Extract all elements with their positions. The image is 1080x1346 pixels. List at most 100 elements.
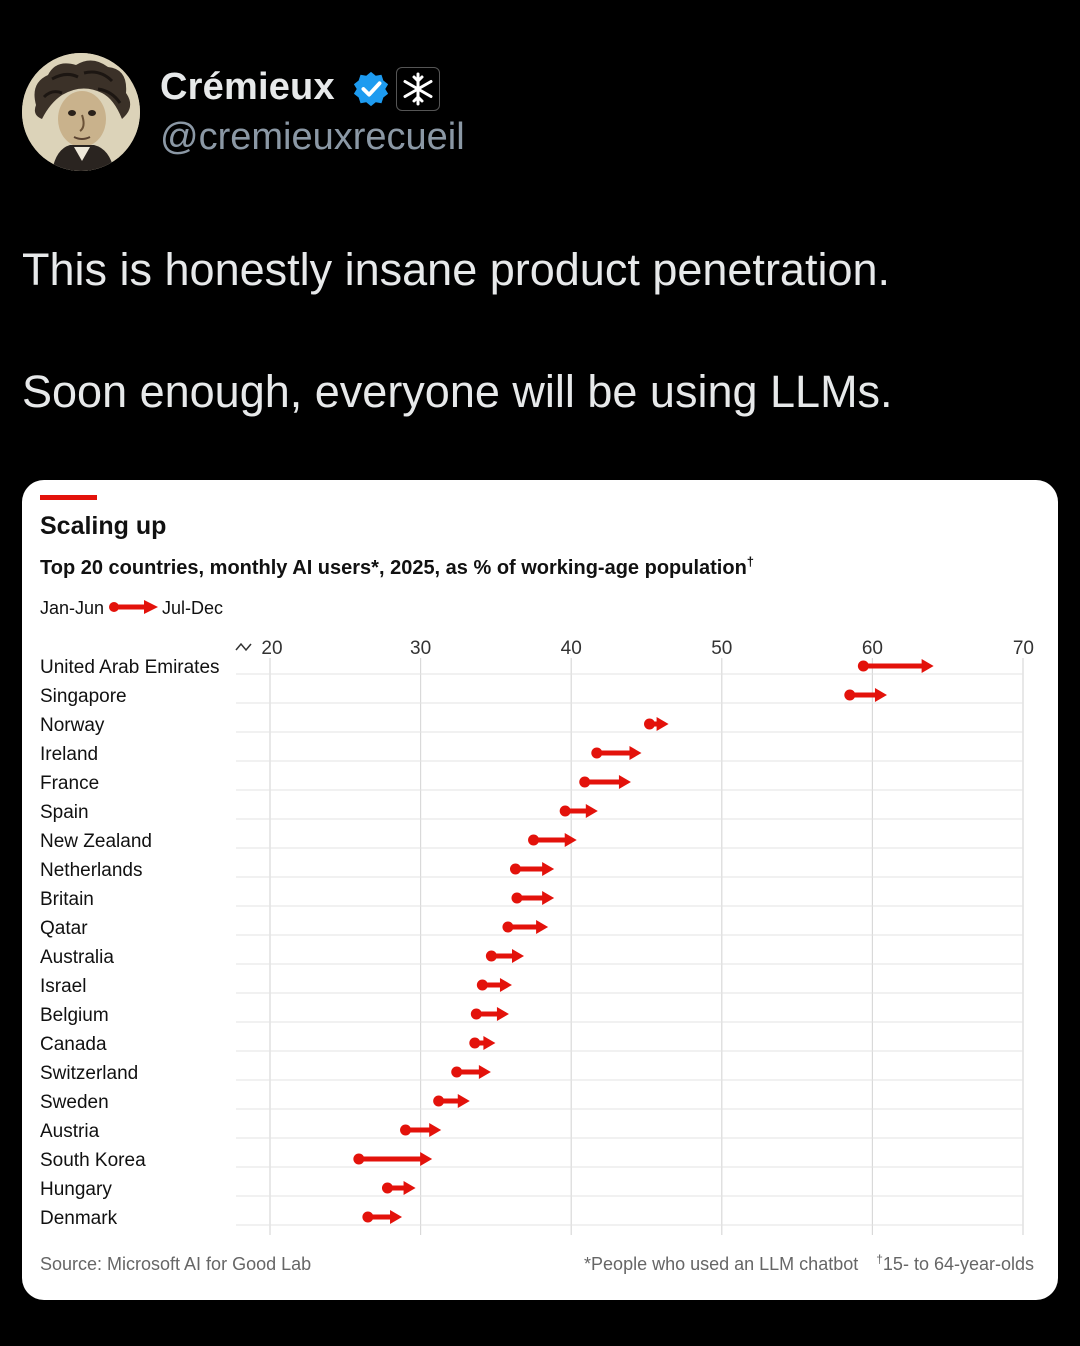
start-point	[433, 1095, 445, 1107]
category-label: Denmark	[40, 1208, 118, 1229]
arrow-head	[921, 659, 934, 673]
category-label: Austria	[40, 1121, 100, 1142]
country-arrow	[476, 978, 512, 992]
arrow-head	[629, 746, 642, 760]
category-label: France	[40, 773, 99, 794]
start-point	[381, 1182, 393, 1194]
country-arrow	[502, 920, 549, 934]
category-label: Sweden	[40, 1092, 109, 1113]
country-arrow	[381, 1181, 416, 1195]
arrow-head	[478, 1065, 491, 1079]
country-arrow	[485, 949, 525, 963]
country-arrow	[353, 1152, 433, 1166]
x-tick-label: 70	[1013, 638, 1034, 659]
start-point	[469, 1037, 481, 1049]
category-label: United Arab Emirates	[40, 657, 220, 678]
arrow-head	[564, 833, 577, 847]
start-point	[579, 776, 591, 788]
category-label: Australia	[40, 947, 114, 968]
legend-from-label: Jan-Jun	[40, 598, 104, 618]
category-label: Norway	[40, 715, 105, 736]
legend-arrow-icon	[109, 600, 158, 614]
legend-to-label: Jul-Dec	[162, 598, 223, 618]
snowflake-affiliate-icon[interactable]	[396, 67, 440, 111]
start-point	[511, 892, 523, 904]
category-label: New Zealand	[40, 831, 152, 852]
arrow-head	[390, 1210, 403, 1224]
x-tick-label: 20	[261, 638, 282, 659]
category-label: Singapore	[40, 686, 127, 707]
arrow-head	[512, 949, 525, 963]
tweet-text-line-2: Soon enough, everyone will be using LLMs…	[22, 366, 893, 417]
start-point	[528, 834, 540, 846]
category-label: South Korea	[40, 1150, 146, 1171]
country-arrow	[469, 1036, 496, 1050]
x-tick-label: 50	[711, 638, 732, 659]
arrow-head	[536, 920, 549, 934]
start-point	[400, 1124, 412, 1136]
arrow-head	[542, 891, 555, 905]
category-label: Ireland	[40, 744, 98, 765]
country-arrow	[451, 1065, 491, 1079]
chart-title: Scaling up	[40, 512, 166, 540]
arrow-head	[585, 804, 598, 818]
chart-source: Source: Microsoft AI for Good Lab	[40, 1254, 311, 1274]
author-name[interactable]: Crémieux	[160, 66, 335, 108]
arrow-head	[542, 862, 555, 876]
category-label: Britain	[40, 889, 94, 910]
category-label: Spain	[40, 802, 89, 823]
country-arrow	[644, 717, 669, 731]
start-point	[502, 921, 514, 933]
country-arrow	[528, 833, 577, 847]
chart-footnotes: *People who used an LLM chatbot †15- to 6…	[584, 1252, 1034, 1274]
category-label: Israel	[40, 976, 86, 997]
arrow-head	[618, 775, 631, 789]
x-tick-label: 30	[410, 638, 431, 659]
verified-badge-icon	[353, 71, 389, 107]
country-arrow	[591, 746, 642, 760]
chart-subtitle: Top 20 countries, monthly AI users*, 202…	[40, 554, 754, 579]
arrow-head	[656, 717, 669, 731]
category-label: Hungary	[40, 1179, 112, 1200]
category-label: Netherlands	[40, 860, 142, 881]
axis-break-icon	[235, 642, 252, 652]
arrow-head	[403, 1181, 416, 1195]
start-point	[559, 805, 571, 817]
start-point	[470, 1008, 482, 1020]
author-handle[interactable]: @cremieuxrecueil	[160, 116, 465, 158]
arrow-head	[499, 978, 512, 992]
x-tick-label: 40	[561, 638, 582, 659]
country-arrow	[400, 1123, 442, 1137]
chart: Scaling up Top 20 countries, monthly AI …	[40, 495, 1034, 1274]
start-point	[844, 689, 856, 701]
start-point	[476, 979, 488, 991]
country-arrow	[844, 688, 887, 702]
country-arrow	[559, 804, 598, 818]
country-arrow	[470, 1007, 509, 1021]
category-label: Switzerland	[40, 1063, 138, 1084]
start-point	[485, 950, 497, 962]
arrow-head	[420, 1152, 433, 1166]
category-label: Qatar	[40, 918, 88, 939]
chart-image-card[interactable]: Scaling up Top 20 countries, monthly AI …	[22, 480, 1058, 1300]
arrow-head	[429, 1123, 442, 1137]
category-label: Belgium	[40, 1005, 109, 1026]
start-point	[857, 660, 869, 672]
country-arrow	[579, 775, 631, 789]
start-point	[451, 1066, 463, 1078]
start-point	[509, 863, 521, 875]
arrow-head	[874, 688, 887, 702]
country-arrow	[857, 659, 934, 673]
country-arrow	[509, 862, 555, 876]
arrow-head	[483, 1036, 496, 1050]
avatar[interactable]	[22, 53, 140, 171]
country-arrow	[511, 891, 555, 905]
arrow-head	[496, 1007, 509, 1021]
start-point	[353, 1153, 365, 1165]
start-point	[644, 718, 656, 730]
start-point	[362, 1211, 374, 1223]
arrow-head	[457, 1094, 470, 1108]
category-label: Canada	[40, 1034, 107, 1055]
country-arrow	[362, 1210, 403, 1224]
start-point	[591, 747, 603, 759]
